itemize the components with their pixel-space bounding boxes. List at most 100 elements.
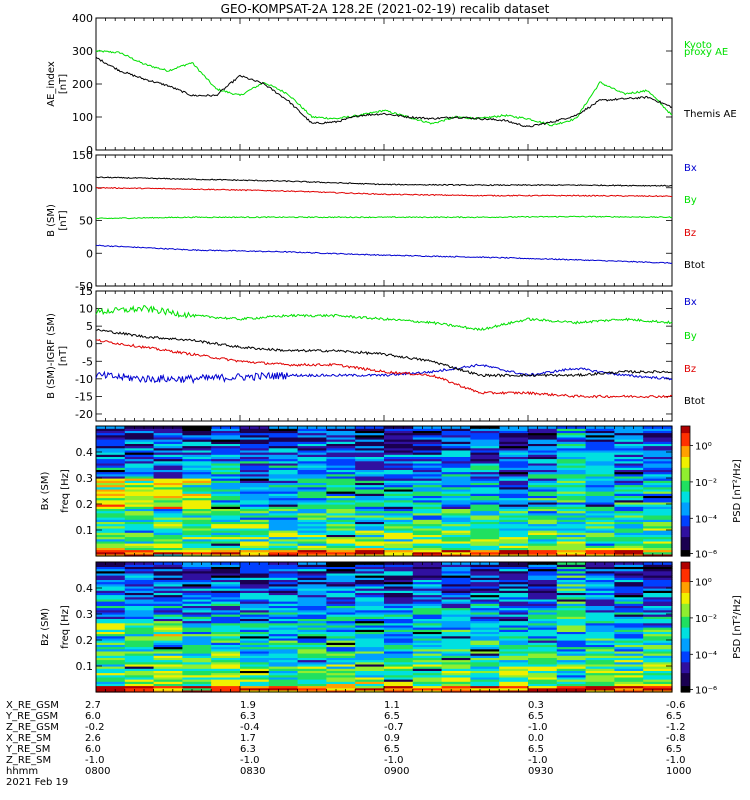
- spectrogram-cell: [297, 517, 327, 520]
- spectrogram-cell: [268, 607, 299, 611]
- spectrogram-cell: [643, 583, 673, 587]
- spectrogram-cell: [412, 521, 443, 525]
- spectrogram-cell: [556, 543, 587, 546]
- ephemeris-value: 1.7: [240, 733, 256, 744]
- colorbar-segment: [681, 432, 690, 436]
- spectrogram-cell: [297, 681, 327, 684]
- spectrogram-cell: [614, 640, 644, 643]
- spectrogram-cell: [470, 508, 500, 512]
- spectrogram-cell: [585, 447, 615, 451]
- ephemeris-value: -1.2: [666, 722, 686, 733]
- spectrogram-cell: [153, 471, 183, 475]
- spectrogram-cell: [412, 478, 443, 481]
- spectrogram-cell: [124, 676, 155, 680]
- colorbar-segment: [681, 644, 690, 648]
- spectrogram-cell: [153, 616, 183, 619]
- spectrogram-cell: [643, 644, 673, 648]
- spectrogram-cell: [240, 685, 270, 689]
- spectrogram-cell: [182, 570, 212, 574]
- spectrogram-cell: [643, 530, 673, 533]
- spectrogram-cell: [240, 614, 270, 617]
- spectrogram-cell: [470, 430, 500, 434]
- colorbar-segment: [681, 462, 690, 466]
- spectrogram-cell: [384, 681, 414, 684]
- spectrogram-cell: [211, 493, 241, 496]
- spectrogram-cell: [297, 532, 327, 535]
- spectrogram-cell: [124, 478, 155, 481]
- spectrogram-cell: [96, 614, 126, 617]
- spectrogram-cell: [528, 570, 558, 574]
- spectrogram-cell: [499, 679, 529, 682]
- spectrogram-cell: [182, 603, 212, 606]
- colorbar-label: PSD [nT²/Hz]: [732, 595, 743, 659]
- spectrogram-cell: [182, 447, 212, 451]
- spectrogram-cell: [297, 441, 327, 444]
- spectrogram-cell: [585, 545, 615, 548]
- spectrogram-cell: [384, 525, 414, 529]
- spectrogram-cell: [556, 661, 587, 665]
- spectrogram-cell: [240, 657, 270, 661]
- spectrogram-cell: [470, 592, 500, 596]
- spectrogram-cell: [153, 436, 183, 440]
- colorbar-segment: [681, 508, 690, 512]
- spectrogram-cell: [297, 590, 327, 593]
- spectrogram-cell: [614, 607, 644, 611]
- spectrogram-cell: [470, 564, 500, 567]
- y-tick-label: 400: [72, 12, 93, 25]
- spectrogram-cell: [384, 543, 414, 546]
- spectrogram-cell: [470, 547, 500, 551]
- spectrogram-cell: [556, 596, 587, 600]
- spectrogram-cell: [643, 624, 673, 628]
- spectrogram-cell: [441, 467, 471, 470]
- spectrogram-cell: [326, 596, 356, 600]
- spectrogram-cell: [528, 644, 558, 648]
- spectrogram-cell: [211, 624, 241, 628]
- spectrogram-cell: [614, 596, 644, 600]
- spectrogram-cell: [355, 596, 385, 600]
- spectrogram-cell: [384, 519, 414, 522]
- spectrogram-cell: [153, 644, 183, 648]
- spectrogram-cell: [556, 657, 587, 661]
- spectrogram-cell: [153, 510, 183, 514]
- spectrogram-cell: [153, 637, 183, 641]
- spectrogram-cell: [614, 519, 644, 522]
- spectrogram-cell: [528, 657, 558, 661]
- spectrogram-cell: [297, 631, 327, 635]
- spectrogram-cell: [499, 469, 529, 473]
- spectrogram-cell: [499, 689, 529, 693]
- spectrogram-cell: [355, 640, 385, 643]
- spectrogram-cell: [528, 449, 558, 453]
- spectrogram-cell: [297, 672, 327, 676]
- spectrogram-cell: [585, 475, 615, 479]
- spectrogram-cell: [614, 687, 644, 691]
- spectrogram-cell: [585, 521, 615, 525]
- spectrogram-cell: [384, 488, 414, 492]
- spectrogram-cell: [297, 614, 327, 617]
- spectrogram-cell: [441, 426, 471, 429]
- spectrogram-cell: [470, 605, 500, 609]
- spectrogram-cell: [268, 579, 299, 583]
- spectrogram-cell: [153, 633, 183, 637]
- y-tick-label: -20: [75, 408, 93, 421]
- spectrogram-cell: [96, 452, 126, 455]
- spectrogram-cell: [96, 434, 126, 438]
- spectrogram-cell: [124, 622, 155, 626]
- spectrogram-cell: [355, 508, 385, 512]
- spectrogram-cell: [585, 426, 615, 429]
- spectrogram-cell: [355, 598, 385, 602]
- spectrogram-cell: [297, 562, 327, 565]
- spectrogram-cell: [211, 499, 241, 503]
- spectrogram-cell: [384, 581, 414, 585]
- spectrogram-cell: [240, 583, 270, 587]
- spectrogram-cell: [96, 631, 126, 635]
- spectrogram-cell: [556, 622, 587, 626]
- spectrogram-cell: [441, 501, 471, 505]
- spectrogram-cell: [240, 501, 270, 505]
- spectrogram-cell: [556, 564, 587, 567]
- spectrogram-cell: [643, 514, 673, 518]
- spectrogram-cell: [211, 508, 241, 512]
- spectrogram-cell: [585, 607, 615, 611]
- spectrogram-cell: [643, 519, 673, 522]
- spectrogram-cell: [326, 609, 356, 613]
- spectrogram-cell: [384, 534, 414, 538]
